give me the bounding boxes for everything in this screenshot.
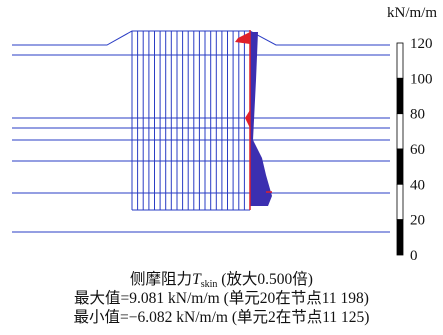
scale-tick-label: 120: [410, 36, 433, 52]
negative-friction-mid: [245, 110, 250, 128]
caption-symbol: T: [192, 271, 201, 288]
scale-bar-segment: [396, 219, 404, 256]
scale-bar-segment: [396, 77, 404, 115]
negative-friction-peak: [235, 32, 250, 44]
caption-subscript: skin: [200, 279, 218, 290]
scale-bar-segment: [396, 148, 404, 185]
scale-tick-label: 100: [410, 71, 433, 87]
scale-bar-segment: [396, 42, 404, 79]
positive-friction-area: [250, 32, 272, 206]
ground-surface-line: [12, 30, 390, 46]
scale-tick-label: 40: [410, 177, 425, 193]
scale-unit-label: kN/m/m: [386, 5, 437, 21]
scale-tick-label: 80: [410, 107, 425, 123]
caption-max-value: 最大值=9.081 kN/m/m (单元20在节点11 198): [74, 290, 369, 307]
caption-min-value: 最小值=−6.082 kN/m/m (单元2在节点11 125): [73, 309, 370, 326]
scale-tick-label: 60: [410, 142, 425, 158]
caption-title: 侧摩阻力Tskin (放大0.500倍): [0, 270, 443, 294]
caption-title-prefix: 侧摩阻力: [130, 271, 193, 288]
mesh-verticals: [131, 31, 251, 210]
scale-tick-labels: 120 100 80 60 40 20 0: [410, 36, 433, 264]
scale-bar-segment: [396, 113, 404, 150]
scale-tick-label: 20: [410, 213, 425, 229]
caption-title-suffix: (放大0.500倍): [217, 271, 313, 288]
scale-bar-segment: [396, 183, 404, 221]
skin-friction-plot: [235, 30, 272, 210]
scale-bar: [396, 42, 404, 256]
scale-tick-label: 0: [410, 248, 418, 264]
soil-layer-lines: [12, 30, 390, 233]
